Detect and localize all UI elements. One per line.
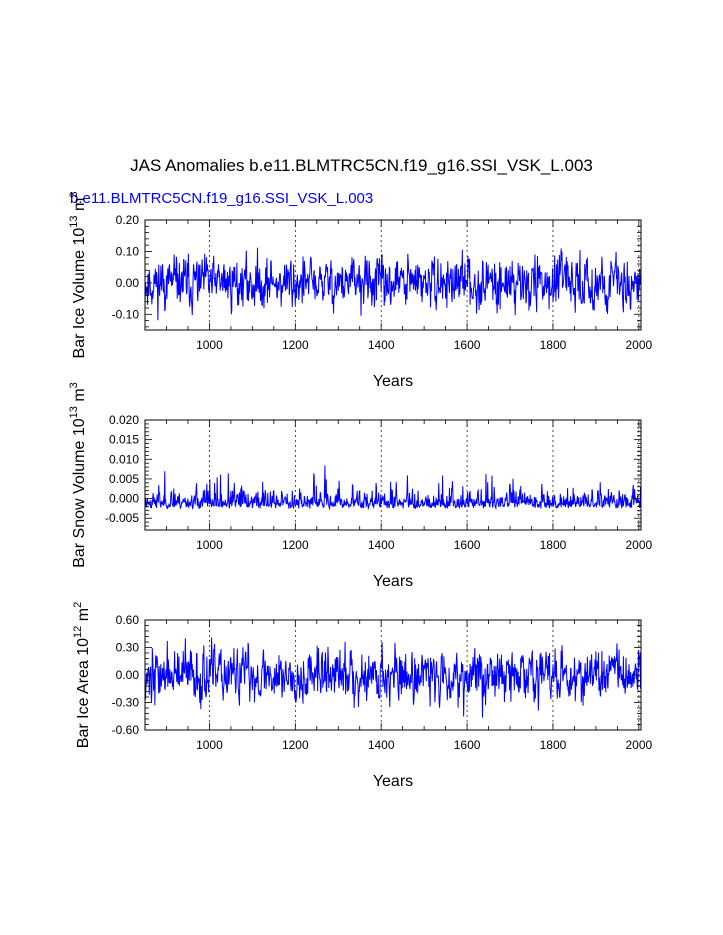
x-axis-label: Years xyxy=(373,773,413,790)
x-tick-label: 1400 xyxy=(368,338,395,352)
x-tick-label: 1400 xyxy=(368,538,395,552)
chart-title: JAS Anomalies b.e11.BLMTRC5CN.f19_g16.SS… xyxy=(130,156,593,175)
chart-panel-1: 1000 1200 1400 1600 1800 2000 -0.10 0.00 0.10 0.2… xyxy=(68,192,653,390)
y-axis-label: Bar Ice Volume 1013 m3 xyxy=(68,192,88,359)
chart-panel-2: 1000 1200 1400 1600 1800 2000 -0.005 0.000 0.005… xyxy=(68,382,653,590)
x-tick-label: 1200 xyxy=(282,738,309,752)
x-tick-label: 1800 xyxy=(540,738,567,752)
series-line xyxy=(144,247,642,321)
y-tick-label: 0.015 xyxy=(109,433,139,447)
plot-frame xyxy=(144,219,642,331)
y-tick-label: 0.10 xyxy=(116,244,140,258)
x-tick-label: 1600 xyxy=(454,538,481,552)
x-tick-label: 1000 xyxy=(196,338,223,352)
y-tick-label: -0.10 xyxy=(112,307,140,321)
y-tick-label: 0.00 xyxy=(116,276,140,290)
y-tick-label: 0.60 xyxy=(116,613,140,627)
y-tick-label: -0.60 xyxy=(112,723,140,737)
y-tick-label: 0.010 xyxy=(109,452,139,466)
series-line xyxy=(144,637,642,718)
plot-frame xyxy=(144,419,642,531)
x-axis-label: Years xyxy=(373,573,413,590)
x-tick-label: 1000 xyxy=(196,538,223,552)
x-tick-label: 1800 xyxy=(540,338,567,352)
x-tick-label: 1600 xyxy=(454,338,481,352)
x-axis-label: Years xyxy=(373,373,413,390)
series-line xyxy=(144,465,642,511)
y-tick-label: 0.000 xyxy=(109,492,139,506)
y-tick-label: -0.005 xyxy=(105,511,139,525)
x-tick-label: 1000 xyxy=(196,738,223,752)
case-label: b.e11.BLMTRC5CN.f19_g16.SSI_VSK_L.003 xyxy=(70,190,374,207)
y-tick-label: 0.20 xyxy=(116,213,140,227)
x-tick-label: 2000 xyxy=(626,338,653,352)
chart-panel-3: 1000 1200 1400 1600 1800 2000 -0.60 -0.30 0.00 0.… xyxy=(72,602,653,790)
y-tick-label: -0.30 xyxy=(112,696,140,710)
x-tick-label: 1200 xyxy=(282,338,309,352)
y-tick-label: 0.30 xyxy=(116,641,140,655)
x-tick-label: 1400 xyxy=(368,738,395,752)
x-tick-label: 1600 xyxy=(454,738,481,752)
y-axis-label: Bar Snow Volume 1013 m3 xyxy=(68,382,88,568)
y-tick-label: 0.005 xyxy=(109,472,139,486)
y-tick-label: 0.020 xyxy=(109,413,139,427)
y-tick-label: 0.00 xyxy=(116,668,140,682)
x-tick-label: 1200 xyxy=(282,538,309,552)
x-tick-label: 1800 xyxy=(540,538,567,552)
y-axis-label: Bar Ice Area 1012 m2 xyxy=(72,602,92,748)
x-tick-label: 2000 xyxy=(626,538,653,552)
x-tick-label: 2000 xyxy=(626,738,653,752)
